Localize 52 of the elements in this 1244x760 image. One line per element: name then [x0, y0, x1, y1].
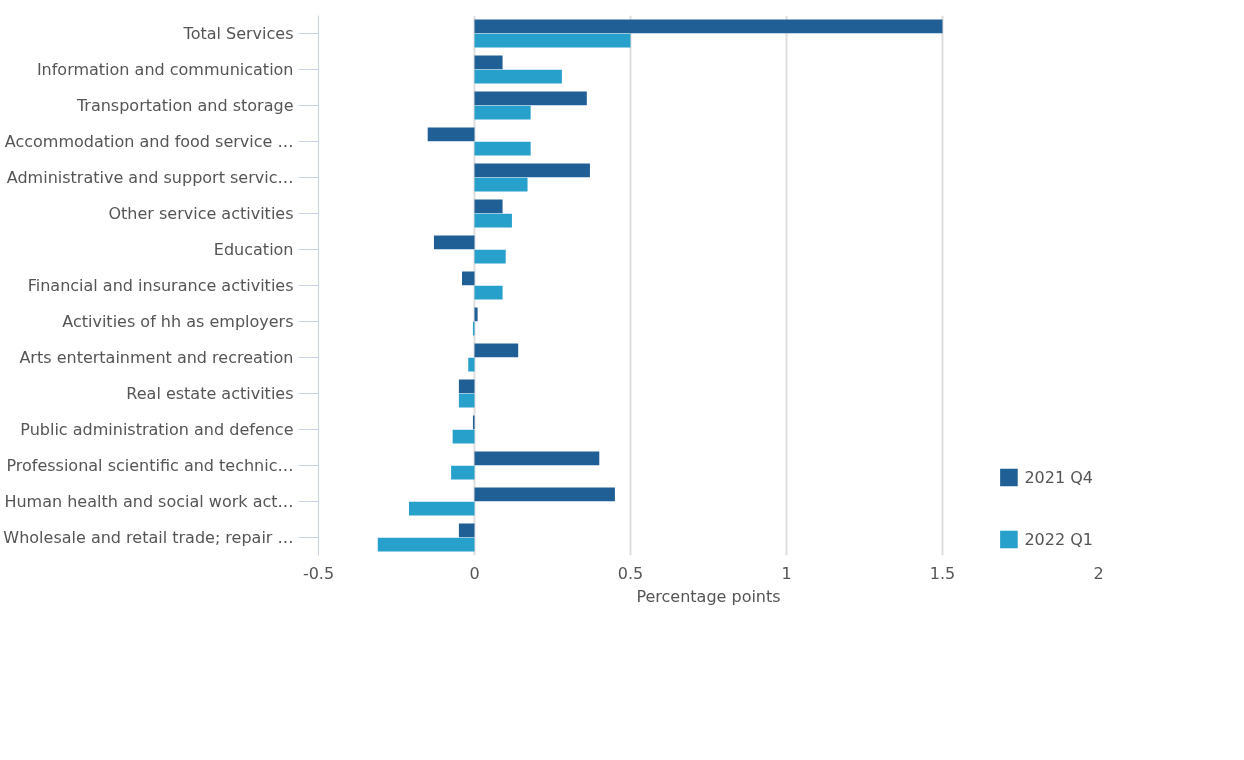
y-tick-label: Human health and social work act… [4, 492, 294, 511]
y-tick-label: Wholesale and retail trade; repair … [3, 528, 294, 547]
bar [474, 199, 503, 214]
bar [458, 393, 475, 408]
bar [474, 285, 503, 300]
bar [474, 487, 615, 502]
x-axis-title: Percentage points [636, 586, 781, 606]
x-tick-label: 0 [469, 563, 480, 583]
bar [451, 465, 475, 480]
y-tick-label: Public administration and defence [20, 420, 294, 439]
bar [474, 213, 512, 228]
bar [474, 55, 503, 70]
y-tick-label: Accommodation and food service … [4, 132, 294, 151]
y-tick-label: Other service activities [108, 204, 294, 223]
legend-label: 2022 Q1 [1024, 529, 1093, 549]
bar [474, 19, 943, 34]
bar [452, 429, 475, 444]
bar [427, 127, 475, 142]
x-tick-label: 1.5 [929, 563, 956, 583]
y-tick-label: Administrative and support servic… [6, 168, 294, 187]
bar [474, 141, 531, 156]
y-tick-label: Arts entertainment and recreation [19, 348, 294, 367]
bar [474, 307, 478, 322]
bar [474, 33, 631, 48]
bar [433, 235, 475, 250]
x-tick-label: 2 [1093, 563, 1104, 583]
bar [474, 177, 528, 192]
y-tick-label: Education [213, 240, 294, 259]
y-tick-label: Activities of hh as employers [62, 312, 294, 331]
bar [462, 271, 475, 286]
bar [474, 69, 562, 84]
bar [474, 163, 590, 178]
y-tick-label: Total Services [182, 24, 294, 43]
bar [458, 523, 475, 538]
y-tick-label: Real estate activities [126, 384, 294, 403]
bar [474, 91, 587, 106]
x-tick-label: 0.5 [617, 563, 644, 583]
bar [474, 451, 600, 466]
bar [474, 249, 506, 264]
y-tick-label: Transportation and storage [75, 96, 294, 115]
bar [474, 105, 531, 120]
bar [458, 379, 475, 394]
y-tick-label: Financial and insurance activities [27, 276, 294, 295]
x-tick-label: 1 [781, 563, 792, 583]
legend-label: 2021 Q4 [1024, 467, 1093, 487]
bar [468, 357, 475, 372]
y-tick-label: Professional scientific and technic… [6, 456, 294, 475]
bar [377, 537, 475, 552]
x-tick-label: -0.5 [302, 563, 335, 583]
bar [408, 501, 475, 516]
y-tick-label: Information and communication [36, 60, 294, 79]
bar [474, 343, 519, 358]
